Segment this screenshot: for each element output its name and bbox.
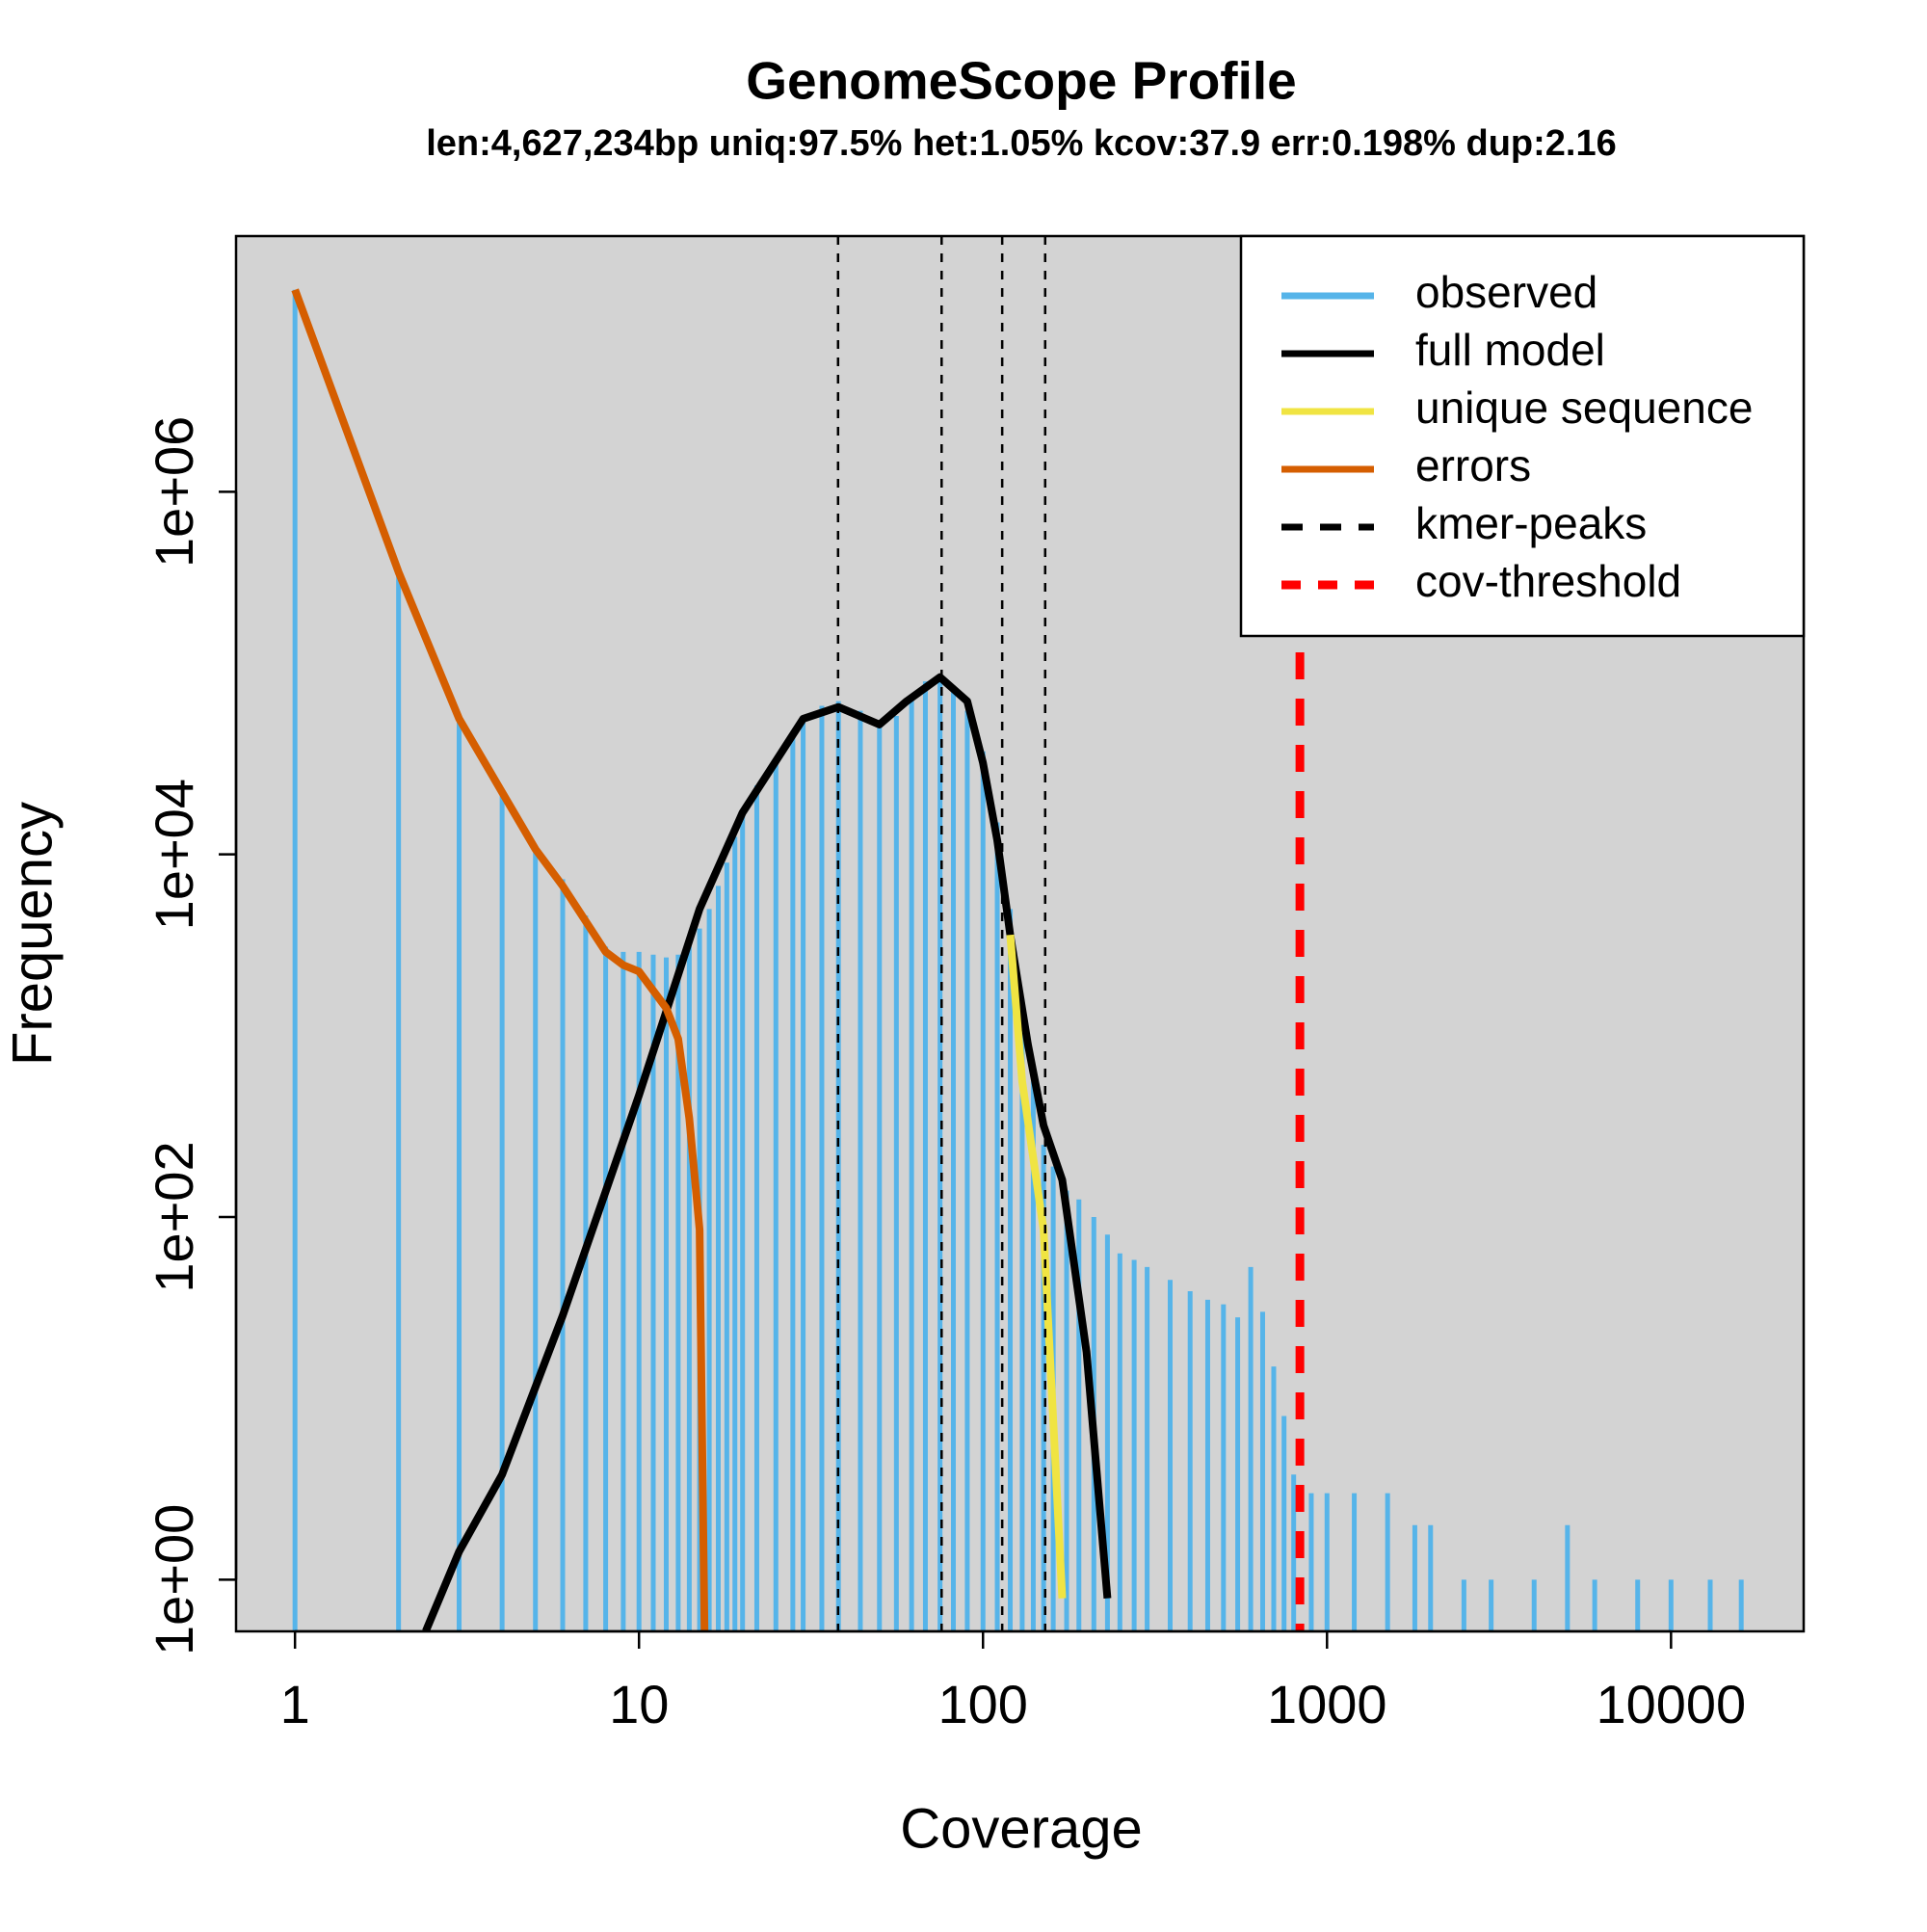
legend-label: observed [1415,267,1597,317]
x-tick-label: 1 [280,1674,310,1734]
x-tick-label: 10000 [1596,1674,1746,1734]
model-line [291,288,709,1631]
plot-area [291,236,1744,1631]
chart-title: GenomeScope Profile [746,51,1297,111]
legend-label: kmer-peaks [1415,498,1647,548]
x-tick-label: 1000 [1267,1674,1387,1734]
legend-label: unique sequence [1415,383,1753,433]
model-line [422,673,1112,1631]
legend-label: full model [1415,325,1605,375]
legend-box [1239,234,1806,638]
chart-subtitle: len:4,627,234bp uniq:97.5% het:1.05% kco… [426,123,1617,164]
x-tick-label: 100 [938,1674,1028,1734]
y-tick-label: 1e+02 [144,1141,204,1292]
y-tick-label: 1e+00 [144,1504,204,1655]
y-tick-label: 1e+06 [144,416,204,568]
legend: observed full model unique sequence errors k… [1239,234,1806,638]
y-axis-label: Frequency [1,802,64,1066]
legend-label: errors [1415,440,1531,490]
axes: 1 10 100 1000 10000 1e+00 1e+02 1e+04 1e+06 [144,416,1746,1734]
model-line [1006,934,1067,1599]
legend-label: cov-threshold [1415,556,1681,606]
y-tick-label: 1e+04 [144,779,204,930]
x-tick-label: 10 [609,1674,669,1734]
x-axis-label: Coverage [900,1797,1142,1860]
